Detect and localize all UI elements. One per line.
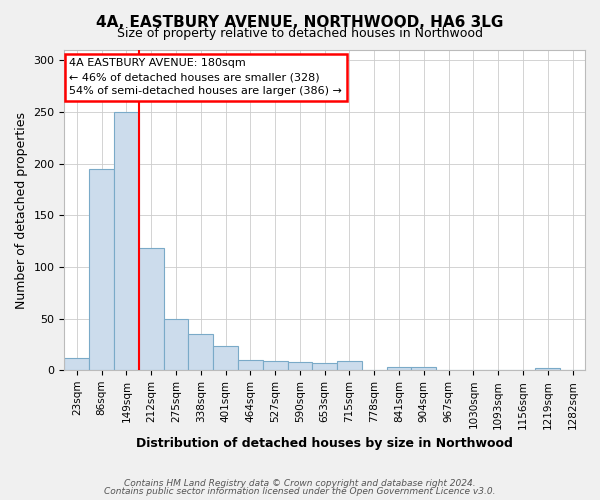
Bar <box>412 367 436 370</box>
Bar <box>535 368 560 370</box>
Bar <box>213 346 238 370</box>
Text: 4A EASTBURY AVENUE: 180sqm
← 46% of detached houses are smaller (328)
54% of sem: 4A EASTBURY AVENUE: 180sqm ← 46% of deta… <box>70 58 342 96</box>
Bar <box>287 362 313 370</box>
Bar <box>313 363 337 370</box>
Bar <box>139 248 164 370</box>
X-axis label: Distribution of detached houses by size in Northwood: Distribution of detached houses by size … <box>136 437 513 450</box>
Y-axis label: Number of detached properties: Number of detached properties <box>15 112 28 308</box>
Bar <box>337 361 362 370</box>
Bar <box>164 318 188 370</box>
Bar <box>263 361 287 370</box>
Bar <box>188 334 213 370</box>
Bar <box>64 358 89 370</box>
Text: Contains public sector information licensed under the Open Government Licence v3: Contains public sector information licen… <box>104 487 496 496</box>
Text: 4A, EASTBURY AVENUE, NORTHWOOD, HA6 3LG: 4A, EASTBURY AVENUE, NORTHWOOD, HA6 3LG <box>97 15 503 30</box>
Bar <box>114 112 139 370</box>
Bar <box>386 367 412 370</box>
Text: Contains HM Land Registry data © Crown copyright and database right 2024.: Contains HM Land Registry data © Crown c… <box>124 478 476 488</box>
Bar <box>238 360 263 370</box>
Text: Size of property relative to detached houses in Northwood: Size of property relative to detached ho… <box>117 28 483 40</box>
Bar <box>89 169 114 370</box>
